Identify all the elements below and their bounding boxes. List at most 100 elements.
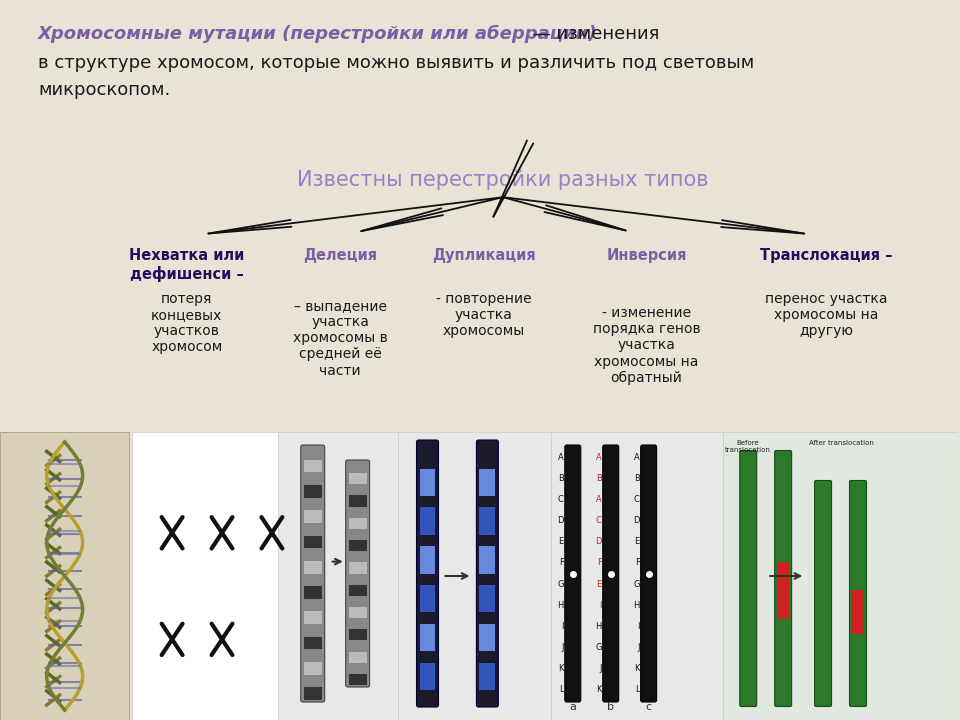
Text: H: H xyxy=(595,621,602,631)
Text: потеря
концевых
участков
хромосом: потеря концевых участков хромосом xyxy=(151,292,223,354)
Text: в структуре хромосом, которые можно выявить и различить под световым: в структуре хромосом, которые можно выяв… xyxy=(38,54,755,72)
Text: микроскопом.: микроскопом. xyxy=(38,81,171,99)
Bar xyxy=(479,508,495,535)
Text: E: E xyxy=(559,537,564,546)
Bar xyxy=(303,688,322,700)
Bar xyxy=(420,585,436,612)
Text: B: B xyxy=(558,474,564,483)
Text: Инверсия: Инверсия xyxy=(607,248,687,264)
Text: E: E xyxy=(596,580,602,588)
FancyBboxPatch shape xyxy=(815,480,831,706)
Text: I: I xyxy=(637,621,639,631)
Text: перенос участка
хромосомы на
другую: перенос участка хромосомы на другую xyxy=(764,292,887,338)
Bar xyxy=(348,629,367,640)
Text: B: B xyxy=(596,474,602,483)
Bar xyxy=(479,469,495,496)
Text: H: H xyxy=(558,600,564,610)
Text: J: J xyxy=(599,664,602,673)
FancyBboxPatch shape xyxy=(603,445,618,702)
Text: F: F xyxy=(559,559,564,567)
Text: – выпадение
участка
хромосомы в
средней её
части: – выпадение участка хромосомы в средней … xyxy=(293,299,388,377)
Text: I: I xyxy=(599,600,602,610)
Bar xyxy=(479,546,495,574)
Text: c: c xyxy=(645,702,652,712)
FancyBboxPatch shape xyxy=(300,445,324,702)
Bar xyxy=(348,562,367,574)
FancyBboxPatch shape xyxy=(850,480,867,706)
Text: Before
translocation: Before translocation xyxy=(726,440,771,453)
Text: A: A xyxy=(634,453,639,462)
Bar xyxy=(303,636,322,649)
Text: H: H xyxy=(634,600,639,610)
Bar xyxy=(348,652,367,662)
Text: K: K xyxy=(559,664,564,673)
Text: I: I xyxy=(562,621,564,631)
Bar xyxy=(303,536,322,548)
FancyBboxPatch shape xyxy=(640,445,657,702)
Bar xyxy=(348,473,367,485)
Text: A: A xyxy=(596,453,602,462)
Text: L: L xyxy=(559,685,564,694)
FancyBboxPatch shape xyxy=(740,451,756,706)
Text: Транслокация –: Транслокация – xyxy=(759,248,892,264)
Text: Хромосомные мутации (перестройки или аберрации): Хромосомные мутации (перестройки или абе… xyxy=(38,25,598,43)
Bar xyxy=(420,663,436,690)
Bar xyxy=(397,432,551,720)
Bar xyxy=(348,585,367,596)
Bar xyxy=(420,624,436,651)
Text: D: D xyxy=(595,537,602,546)
Bar xyxy=(348,674,367,685)
Bar xyxy=(277,432,397,720)
Text: Дупликация: Дупликация xyxy=(432,248,536,264)
Text: J: J xyxy=(637,643,639,652)
Text: B: B xyxy=(634,474,639,483)
Text: Нехватка или
дефишенси –: Нехватка или дефишенси – xyxy=(130,248,245,282)
Text: G: G xyxy=(558,580,564,588)
Bar xyxy=(303,485,322,498)
Text: b: b xyxy=(608,702,614,712)
Text: A: A xyxy=(596,495,602,504)
Bar xyxy=(420,546,436,574)
Text: J: J xyxy=(562,643,564,652)
Bar xyxy=(348,495,367,507)
FancyBboxPatch shape xyxy=(564,445,581,702)
Text: - изменение
порядка генов
участка
хромосомы на
обратный: - изменение порядка генов участка хромос… xyxy=(593,306,701,385)
FancyBboxPatch shape xyxy=(346,460,370,687)
Bar xyxy=(303,611,322,624)
Bar xyxy=(303,586,322,599)
Text: A: A xyxy=(558,453,564,462)
Text: G: G xyxy=(595,643,602,652)
Bar xyxy=(551,432,723,720)
Bar xyxy=(348,540,367,552)
Text: Делеция: Делеция xyxy=(303,248,377,264)
Bar xyxy=(479,585,495,612)
Text: C: C xyxy=(558,495,564,504)
Text: C: C xyxy=(596,516,602,526)
FancyBboxPatch shape xyxy=(775,451,792,706)
Text: F: F xyxy=(597,559,602,567)
Bar xyxy=(479,624,495,651)
Bar xyxy=(420,508,436,535)
Bar xyxy=(303,561,322,574)
Text: D: D xyxy=(634,516,639,526)
FancyBboxPatch shape xyxy=(476,440,498,707)
Bar xyxy=(723,432,958,720)
Text: K: K xyxy=(596,685,602,694)
Text: C: C xyxy=(634,495,639,504)
Bar xyxy=(479,663,495,690)
Text: - повторение
участка
хромосомы: - повторение участка хромосомы xyxy=(436,292,532,338)
Text: D: D xyxy=(558,516,564,526)
Text: a: a xyxy=(569,702,576,712)
Bar xyxy=(420,469,436,496)
Bar xyxy=(778,562,789,619)
Text: After translocation: After translocation xyxy=(808,440,874,446)
Bar xyxy=(303,510,322,523)
Bar xyxy=(0,432,130,720)
Bar xyxy=(348,607,367,618)
Bar xyxy=(348,518,367,529)
Text: G: G xyxy=(634,580,639,588)
Text: L: L xyxy=(635,685,639,694)
Text: E: E xyxy=(635,537,639,546)
Text: K: K xyxy=(635,664,639,673)
Text: F: F xyxy=(635,559,639,567)
